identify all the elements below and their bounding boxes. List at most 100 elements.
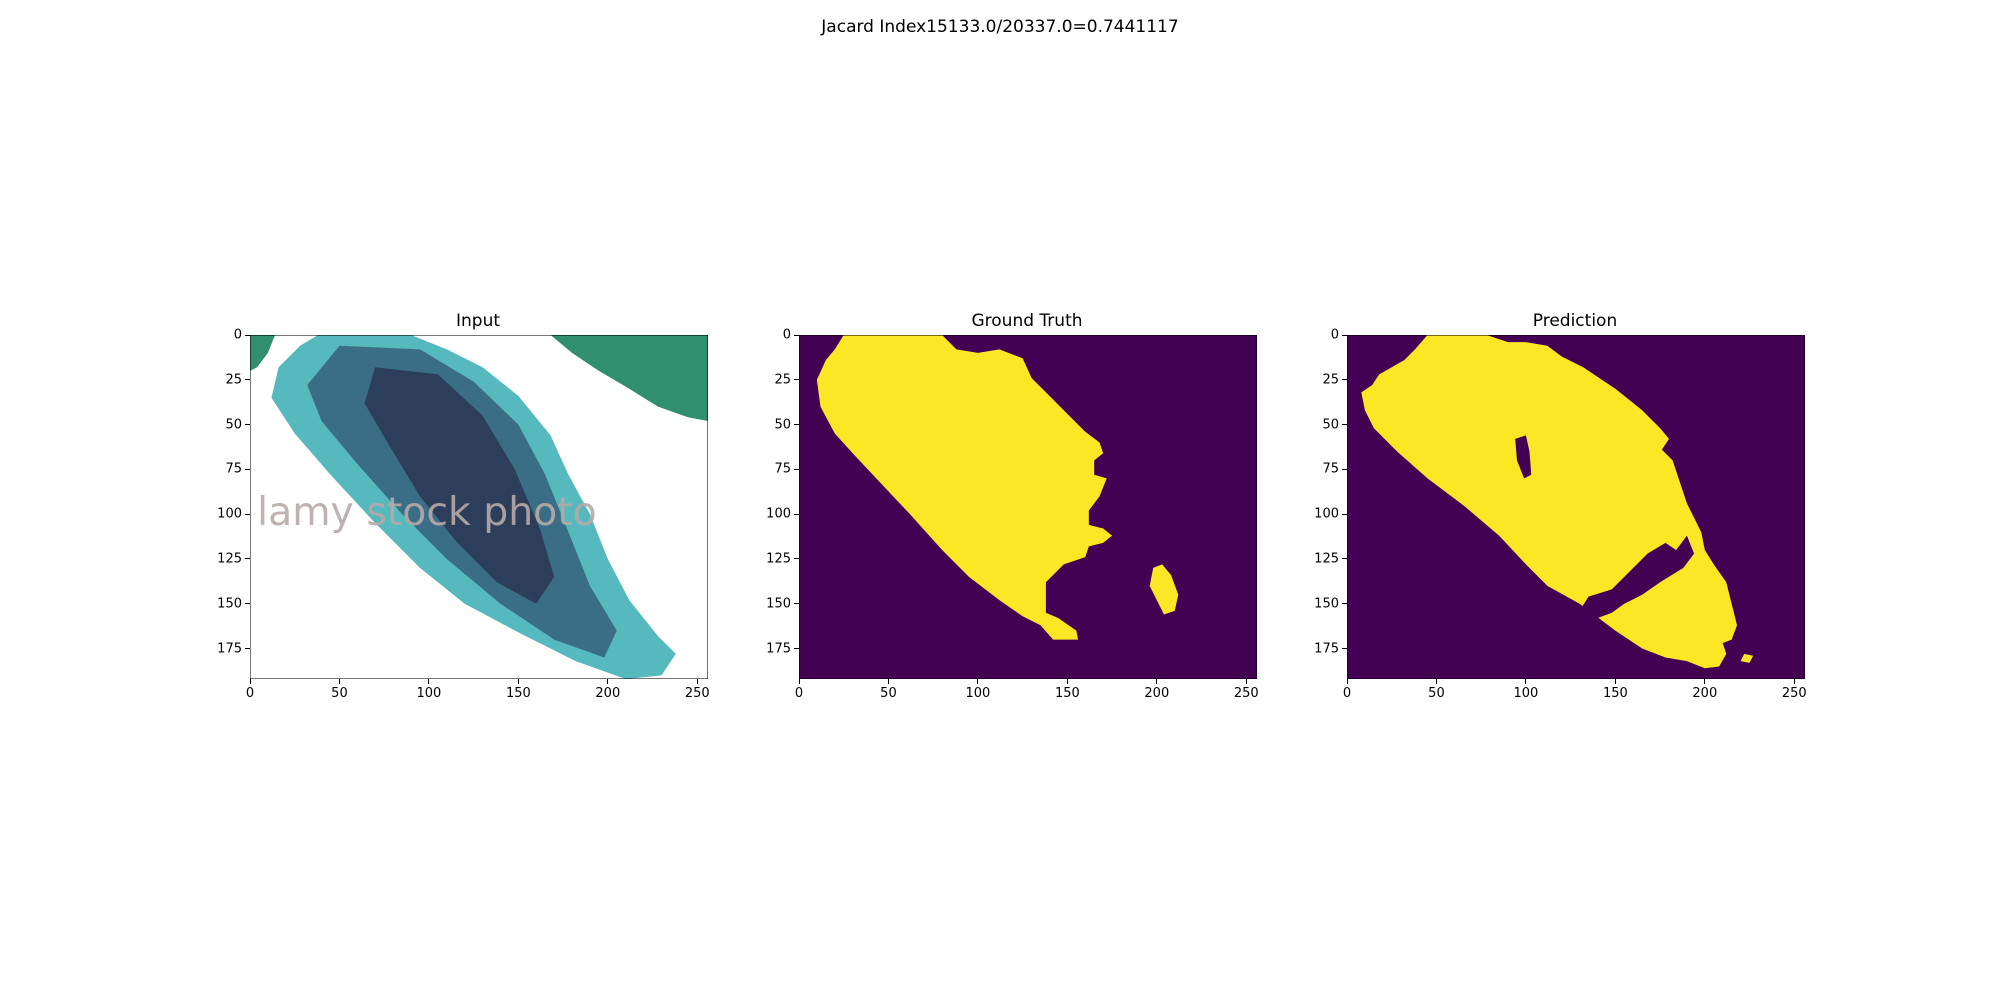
prediction-ytick-label: 75 (1322, 461, 1339, 477)
ground-truth-xtick-mark (977, 679, 979, 684)
prediction-hole-left (1515, 435, 1532, 479)
prediction-xtick-mark (1435, 679, 1437, 684)
prediction-xtick-mark (1793, 679, 1795, 684)
prediction-ytick-label: 25 (1322, 372, 1339, 388)
input-xtick-label: 50 (331, 686, 348, 701)
input-ytick-label: 50 (225, 417, 242, 433)
input-ytick-label: 0 (233, 327, 242, 343)
ground-truth-ytick-label: 100 (766, 506, 791, 522)
input-xtick-label: 150 (505, 686, 531, 701)
input-ytick-mark (245, 424, 250, 426)
ground-truth-xtick-mark (1156, 679, 1158, 684)
input-leaf-dark (364, 367, 555, 604)
prediction-fleck (1740, 653, 1754, 663)
ground-truth-ytick-label: 175 (766, 641, 791, 657)
prediction-ytick-mark (1342, 513, 1347, 515)
prediction-ytick-mark (1342, 558, 1347, 560)
input-ytick-mark (245, 558, 250, 560)
ground-truth-ytick-label: 25 (774, 372, 791, 388)
prediction-ytick-label: 0 (1330, 327, 1339, 343)
ground-truth-ytick-mark (794, 334, 799, 336)
input-axes-title: Input (455, 311, 501, 331)
input-leaf-topright (550, 335, 708, 421)
ground-truth-ytick-mark (794, 379, 799, 381)
input-ytick-mark (245, 603, 250, 605)
input-ytick-label: 25 (225, 372, 242, 388)
input-xtick-mark (428, 679, 430, 684)
prediction-xtick-mark (1525, 679, 1527, 684)
ground-truth-xtick-label: 200 (1144, 686, 1170, 701)
prediction-xtick-label: 250 (1781, 686, 1807, 701)
prediction-ytick-label: 125 (1314, 551, 1339, 567)
ground-truth-ytick-label: 125 (766, 551, 791, 567)
ground-truth-xtick-label: 250 (1233, 686, 1259, 701)
input-xtick-mark (517, 679, 519, 684)
prediction-ytick-mark (1342, 468, 1347, 470)
ground-truth-axes-title: Ground Truth (971, 311, 1083, 331)
ground-truth-xtick-label: 50 (880, 686, 897, 701)
ground-truth-ytick-mark (794, 424, 799, 426)
ground-truth-ytick-label: 50 (774, 417, 791, 433)
prediction-ytick-label: 50 (1322, 417, 1339, 433)
ground-truth-ytick-label: 0 (782, 327, 791, 343)
input-ytick-mark (245, 648, 250, 650)
figure-suptitle: Jacard Index15133.0/20337.0=0.7441117 (821, 17, 1179, 37)
input-watermark: lamy stock photo (257, 489, 597, 535)
input-ytick-mark (245, 513, 250, 515)
ground-truth-ytick-mark (794, 558, 799, 560)
input-ytick-mark (245, 379, 250, 381)
input-ytick-label: 100 (217, 506, 242, 522)
input-xtick-mark (338, 679, 340, 684)
input-ytick-label: 125 (217, 551, 242, 567)
input-leaf-corner (250, 335, 276, 371)
input-xtick-label: 200 (595, 686, 621, 701)
input-xtick-label: 0 (245, 686, 255, 701)
prediction-ytick-label: 100 (1314, 506, 1339, 522)
input-xtick-label: 100 (416, 686, 442, 701)
ground-truth-ytick-mark (794, 468, 799, 470)
prediction-xtick-mark (1614, 679, 1616, 684)
ground-truth-ytick-mark (794, 513, 799, 515)
prediction-ytick-mark (1342, 603, 1347, 605)
prediction-xtick-label: 100 (1513, 686, 1539, 701)
prediction-mask (1347, 335, 1805, 679)
input-ytick-mark (245, 468, 250, 470)
ground-truth-xtick-label: 0 (794, 686, 804, 701)
ground-truth-main-region (816, 335, 1113, 640)
prediction-ytick-mark (1342, 379, 1347, 381)
ground-truth-ytick-mark (794, 603, 799, 605)
input-xtick-mark (607, 679, 609, 684)
ground-truth-ytick-label: 75 (774, 461, 791, 477)
prediction-ytick-label: 150 (1314, 596, 1339, 612)
prediction-ytick-mark (1342, 334, 1347, 336)
ground-truth-xtick-label: 100 (965, 686, 991, 701)
input-ytick-label: 75 (225, 461, 242, 477)
prediction-xtick-label: 200 (1692, 686, 1718, 701)
ground-truth-xtick-label: 150 (1054, 686, 1080, 701)
ground-truth-ytick-label: 150 (766, 596, 791, 612)
ground-truth-xtick-mark (1066, 679, 1068, 684)
prediction-xtick-label: 50 (1428, 686, 1445, 701)
ground-truth-xtick-mark (798, 679, 800, 684)
ground-truth-xtick-mark (887, 679, 889, 684)
prediction-xtick-label: 150 (1602, 686, 1628, 701)
input-ytick-label: 175 (217, 641, 242, 657)
ground-truth-small-region (1149, 564, 1179, 615)
input-xtick-label: 250 (684, 686, 710, 701)
prediction-hole-right (1579, 535, 1695, 619)
prediction-xtick-label: 0 (1342, 686, 1352, 701)
input-image: lamy stock photo (250, 335, 708, 679)
ground-truth-xtick-mark (1245, 679, 1247, 684)
prediction-xtick-mark (1346, 679, 1348, 684)
input-xtick-mark (696, 679, 698, 684)
ground-truth-ytick-mark (794, 648, 799, 650)
input-ytick-mark (245, 334, 250, 336)
prediction-ytick-label: 175 (1314, 641, 1339, 657)
input-ytick-label: 150 (217, 596, 242, 612)
prediction-ytick-mark (1342, 424, 1347, 426)
prediction-ytick-mark (1342, 648, 1347, 650)
ground-truth-mask (799, 335, 1257, 679)
input-xtick-mark (249, 679, 251, 684)
prediction-xtick-mark (1704, 679, 1706, 684)
